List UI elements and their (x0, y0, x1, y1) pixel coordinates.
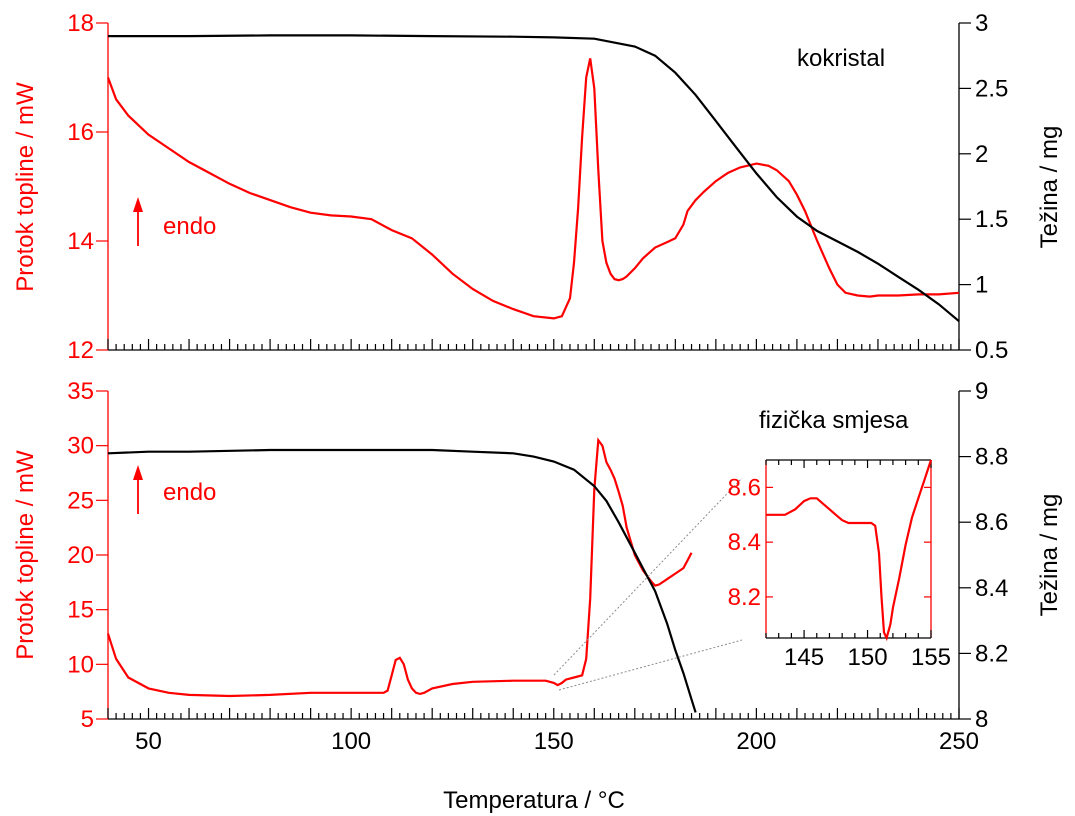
up-arrow-icon (133, 197, 143, 246)
bottom-weight-line (107, 448, 697, 713)
x-tick-label: 200 (736, 728, 776, 755)
right-tick-label: 8.6 (975, 509, 1008, 536)
left-tick-label: 20 (67, 542, 94, 569)
inset-x-tick-label: 155 (911, 644, 951, 671)
bottom-left-axis-label: Protok topline / mW (12, 450, 39, 660)
bottom-right-ticks: 8 8.2 8.4 8.6 8.8 9 (959, 378, 1008, 733)
bottom-sample-label: fizička smjesa (759, 407, 909, 434)
inset-x-tick-label: 150 (848, 644, 888, 671)
right-tick-label: 8 (975, 706, 988, 733)
x-tick-label: 100 (331, 728, 371, 755)
left-tick-label: 25 (67, 487, 94, 514)
right-tick-label: 8.2 (975, 640, 1008, 667)
inset-frame (766, 460, 931, 638)
right-tick-label: 8.4 (975, 575, 1008, 602)
inset-ticks: 145 150 155 8.2 8.4 8.6 (728, 460, 951, 671)
top-heat-flow-line (106, 58, 960, 320)
inset-plot: 145 150 155 8.2 8.4 8.6 (728, 459, 951, 671)
top-right-axis-label: Težina / mg (1036, 126, 1063, 249)
right-tick-label: 1.5 (975, 206, 1008, 233)
right-tick-label: 2.5 (975, 75, 1008, 102)
left-tick-label: 5 (81, 706, 94, 733)
top-endo-label: endo (163, 213, 216, 240)
top-left-axis-label: Protok topline / mW (12, 82, 39, 292)
bottom-left-ticks: 5 10 15 20 25 30 35 (67, 378, 108, 733)
x-tick-label: 250 (939, 728, 979, 755)
left-tick-label: 12 (67, 337, 94, 364)
right-tick-label: 9 (975, 378, 988, 405)
inset-heat-flow-line (766, 459, 933, 642)
bottom-endo-label: endo (163, 479, 216, 506)
inset-y-tick-label: 8.2 (728, 584, 761, 611)
left-tick-label: 14 (67, 228, 94, 255)
bottom-right-axis-label: Težina / mg (1036, 494, 1063, 617)
x-tick-label: 150 (534, 728, 574, 755)
x-axis-label: Temperatura / °C (443, 787, 625, 814)
inset-y-tick-label: 8.4 (728, 529, 761, 556)
top-x-ticks (107, 339, 960, 350)
right-tick-label: 3 (975, 10, 988, 37)
top-weight-line (108, 34, 960, 323)
inset-y-tick-label: 8.6 (728, 474, 761, 501)
right-tick-label: 0.5 (975, 337, 1008, 364)
top-right-ticks: 0.5 1 1.5 2 2.5 3 (959, 10, 1008, 364)
up-arrow-icon (133, 465, 143, 514)
bottom-x-ticks: 50 100 150 200 250 (107, 708, 979, 755)
top-sample-label: kokristal (797, 45, 885, 72)
x-tick-label: 50 (135, 728, 162, 755)
left-tick-label: 15 (67, 597, 94, 624)
left-tick-label: 18 (67, 10, 94, 37)
left-tick-label: 30 (67, 433, 94, 460)
right-tick-label: 8.8 (975, 444, 1008, 471)
left-tick-label: 10 (67, 651, 94, 678)
left-tick-label: 35 (67, 378, 94, 405)
top-panel: 12 14 16 18 0.5 1 1.5 2 2.5 3 Protok topline / m… (12, 10, 1063, 364)
top-left-ticks: 12 14 16 18 (67, 10, 108, 364)
inset-x-tick-label: 145 (784, 644, 824, 671)
right-tick-label: 1 (975, 272, 988, 299)
left-tick-label: 16 (67, 119, 94, 146)
zoom-connector-upper (553, 477, 743, 676)
right-tick-label: 2 (975, 141, 988, 168)
